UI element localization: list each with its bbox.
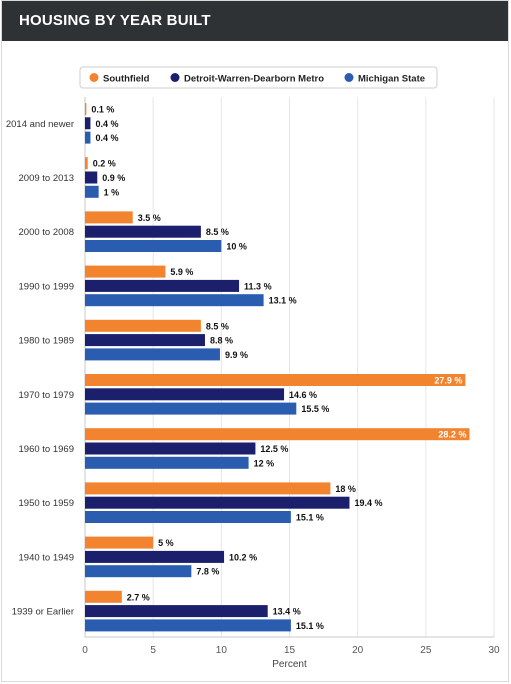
data-label: 7.8 %: [196, 567, 219, 577]
category-label: 1970 to 1979: [19, 390, 74, 401]
bar-michigan-state-1980-to-1989[interactable]: [85, 348, 220, 361]
legend-label-michigan-state[interactable]: Michigan State: [358, 74, 425, 85]
bar-southfield-1940-to-1949[interactable]: [85, 536, 154, 549]
category-label: 2000 to 2008: [19, 227, 74, 238]
data-label: 8.5 %: [206, 227, 229, 237]
bar-southfield-1990-to-1999[interactable]: [85, 265, 166, 278]
data-label: 27.9 %: [434, 376, 462, 386]
data-label: 0.1 %: [91, 105, 114, 115]
bar-southfield-2009-to-2013[interactable]: [85, 157, 88, 170]
legend-marker-michigan-state: [344, 73, 354, 82]
x-tick-label: 5: [150, 645, 156, 656]
data-label: 0.4 %: [95, 119, 118, 129]
category-label: 1960 to 1969: [19, 444, 74, 455]
chart-title: HOUSING BY YEAR BUILT: [19, 12, 211, 29]
legend-label-southfield[interactable]: Southfield: [103, 74, 150, 85]
bar-michigan-state-2014-and-newer[interactable]: [85, 131, 91, 144]
data-label: 8.5 %: [206, 321, 229, 331]
data-label: 8.8 %: [210, 336, 233, 346]
x-axis-title: Percent: [272, 659, 307, 670]
category-label: 1939 or Earlier: [12, 607, 74, 618]
data-label: 1 %: [104, 187, 120, 197]
data-label: 2.7 %: [127, 592, 150, 602]
legend-box: [79, 66, 438, 89]
bar-southfield-1939-or-earlier[interactable]: [85, 590, 122, 603]
data-label: 15.1 %: [296, 621, 324, 631]
data-label: 0.4 %: [95, 133, 118, 143]
data-label: 0.9 %: [102, 173, 125, 183]
category-label: 2014 and newer: [6, 119, 74, 130]
bar-michigan-state-2009-to-2013[interactable]: [85, 185, 99, 198]
bar-detroit-warren-dearborn-metro-1990-to-1999[interactable]: [85, 279, 240, 292]
bar-detroit-warren-dearborn-metro-1940-to-1949[interactable]: [85, 550, 225, 563]
data-label: 15.5 %: [301, 404, 329, 414]
x-tick-label: 20: [352, 645, 364, 656]
data-label: 14.6 %: [289, 390, 317, 400]
category-label: 1990 to 1999: [19, 281, 74, 292]
legend-label-detroit-warren-dearborn-metro[interactable]: Detroit-Warren-Dearborn Metro: [184, 74, 324, 85]
bar-southfield-1960-to-1969[interactable]: [85, 428, 470, 441]
x-tick-label: 30: [488, 645, 500, 656]
category-label: 1940 to 1949: [19, 552, 74, 563]
bar-southfield-2000-to-2008[interactable]: [85, 211, 133, 224]
data-label: 3.5 %: [138, 213, 161, 223]
category-label: 1950 to 1959: [19, 498, 74, 509]
bar-detroit-warren-dearborn-metro-1980-to-1989[interactable]: [85, 334, 205, 347]
bar-michigan-state-2000-to-2008[interactable]: [85, 240, 222, 252]
data-label: 0.2 %: [93, 159, 116, 169]
bar-southfield-2014-and-newer[interactable]: [85, 103, 87, 115]
bar-detroit-warren-dearborn-metro-1950-to-1959[interactable]: [85, 496, 350, 509]
data-label: 28.2 %: [438, 430, 466, 440]
bar-michigan-state-1970-to-1979[interactable]: [85, 402, 297, 415]
bar-southfield-1980-to-1989[interactable]: [85, 319, 201, 332]
x-tick-label: 10: [216, 645, 228, 656]
data-label: 5.9 %: [170, 267, 193, 277]
data-label: 9.9 %: [225, 350, 248, 360]
x-tick-label: 0: [82, 645, 88, 656]
bar-detroit-warren-dearborn-metro-1970-to-1979[interactable]: [85, 388, 285, 401]
bar-southfield-1950-to-1959[interactable]: [85, 482, 331, 495]
category-label: 2009 to 2013: [19, 173, 74, 184]
data-label: 19.4 %: [354, 498, 382, 508]
data-label: 18 %: [335, 484, 356, 494]
data-label: 10.2 %: [229, 552, 257, 562]
data-label: 13.4 %: [273, 607, 301, 617]
chart-header: HOUSING BY YEAR BUILT: [2, 1, 508, 41]
bar-detroit-warren-dearborn-metro-2009-to-2013[interactable]: [85, 171, 98, 184]
data-label: 10 %: [226, 242, 247, 252]
bar-detroit-warren-dearborn-metro-2000-to-2008[interactable]: [85, 225, 201, 238]
data-label: 12 %: [254, 458, 275, 468]
bar-michigan-state-1939-or-earlier[interactable]: [85, 619, 291, 632]
bar-detroit-warren-dearborn-metro-2014-and-newer[interactable]: [85, 117, 91, 130]
bar-michigan-state-1990-to-1999[interactable]: [85, 294, 264, 307]
legend-marker-southfield: [89, 73, 99, 82]
data-label: 11.3 %: [244, 281, 272, 291]
x-tick-label: 25: [420, 645, 432, 656]
data-label: 15.1 %: [296, 513, 324, 523]
bar-michigan-state-1950-to-1959[interactable]: [85, 511, 291, 523]
bar-southfield-1970-to-1979[interactable]: [85, 374, 466, 386]
bar-detroit-warren-dearborn-metro-1939-or-earlier[interactable]: [85, 605, 268, 618]
bar-michigan-state-1940-to-1949[interactable]: [85, 565, 192, 578]
legend-marker-detroit-warren-dearborn-metro: [170, 73, 180, 82]
bar-detroit-warren-dearborn-metro-1960-to-1969[interactable]: [85, 442, 256, 455]
bar-michigan-state-1960-to-1969[interactable]: [85, 456, 249, 469]
data-label: 5 %: [158, 538, 174, 548]
x-tick-label: 15: [284, 645, 296, 656]
category-label: 1980 to 1989: [19, 336, 74, 347]
data-label: 12.5 %: [260, 444, 288, 454]
data-label: 13.1 %: [269, 296, 297, 306]
